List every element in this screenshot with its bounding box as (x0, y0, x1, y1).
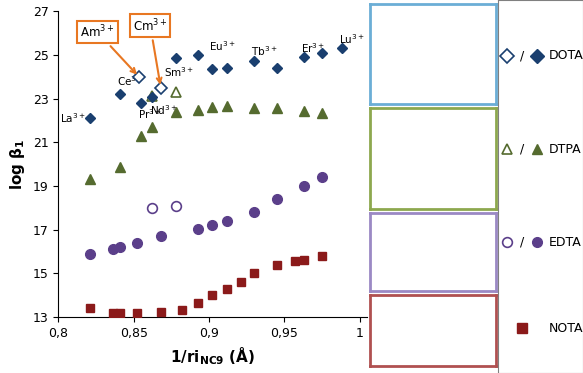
Text: Am$^{3+}$: Am$^{3+}$ (80, 24, 135, 73)
Text: DTPA: DTPA (549, 143, 582, 156)
Text: Sm$^{3+}$: Sm$^{3+}$ (164, 65, 194, 78)
Text: /: / (520, 50, 524, 62)
Text: DOTA: DOTA (549, 50, 583, 62)
Text: La$^{3+}$: La$^{3+}$ (60, 112, 86, 125)
Y-axis label: $\mathbf{log\ \beta_1}$: $\mathbf{log\ \beta_1}$ (8, 138, 27, 190)
Text: Tb$^{3+}$: Tb$^{3+}$ (251, 44, 278, 58)
Text: Ce$^{3+}$: Ce$^{3+}$ (117, 74, 144, 88)
Text: Cm$^{3+}$: Cm$^{3+}$ (133, 17, 167, 83)
Text: NOTA: NOTA (549, 322, 583, 335)
Text: EDTA: EDTA (549, 236, 582, 249)
Text: Er$^{3+}$: Er$^{3+}$ (301, 41, 325, 55)
Text: /: / (520, 236, 524, 249)
X-axis label: $\mathbf{1/ri_{NC9}\ (\AA)}$: $\mathbf{1/ri_{NC9}\ (\AA)}$ (170, 345, 255, 367)
Text: /: / (520, 143, 524, 156)
Text: Nd$^{3+}$: Nd$^{3+}$ (150, 103, 178, 117)
Text: Lu$^{3+}$: Lu$^{3+}$ (339, 32, 364, 46)
Text: Eu$^{3+}$: Eu$^{3+}$ (209, 39, 236, 53)
Text: Pr$^{3+}$: Pr$^{3+}$ (138, 107, 162, 121)
